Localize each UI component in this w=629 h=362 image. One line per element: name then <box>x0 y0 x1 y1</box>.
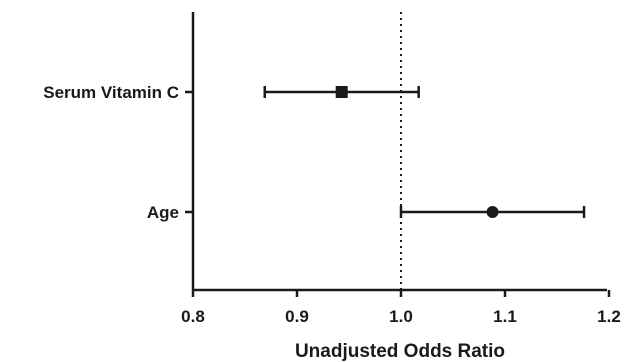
x-tick-label: 0.9 <box>285 307 309 326</box>
category-label: Age <box>147 203 179 222</box>
x-tick-label: 1.0 <box>389 307 413 326</box>
data-marks <box>263 86 586 218</box>
x-tick-label: 1.1 <box>493 307 517 326</box>
point-estimate-square <box>335 86 348 98</box>
x-tick-label: 1.2 <box>597 307 621 326</box>
category-label: Serum Vitamin C <box>43 83 179 102</box>
y-axis-categories: Serum Vitamin C Age <box>43 83 193 222</box>
plot-area <box>191 12 607 292</box>
x-axis-title: Unadjusted Odds Ratio <box>295 341 505 362</box>
x-axis-ticks: 0.8 0.9 1.0 1.1 1.2 <box>181 290 621 326</box>
point-estimate-circle <box>486 206 499 218</box>
x-tick-label: 0.8 <box>181 307 205 326</box>
